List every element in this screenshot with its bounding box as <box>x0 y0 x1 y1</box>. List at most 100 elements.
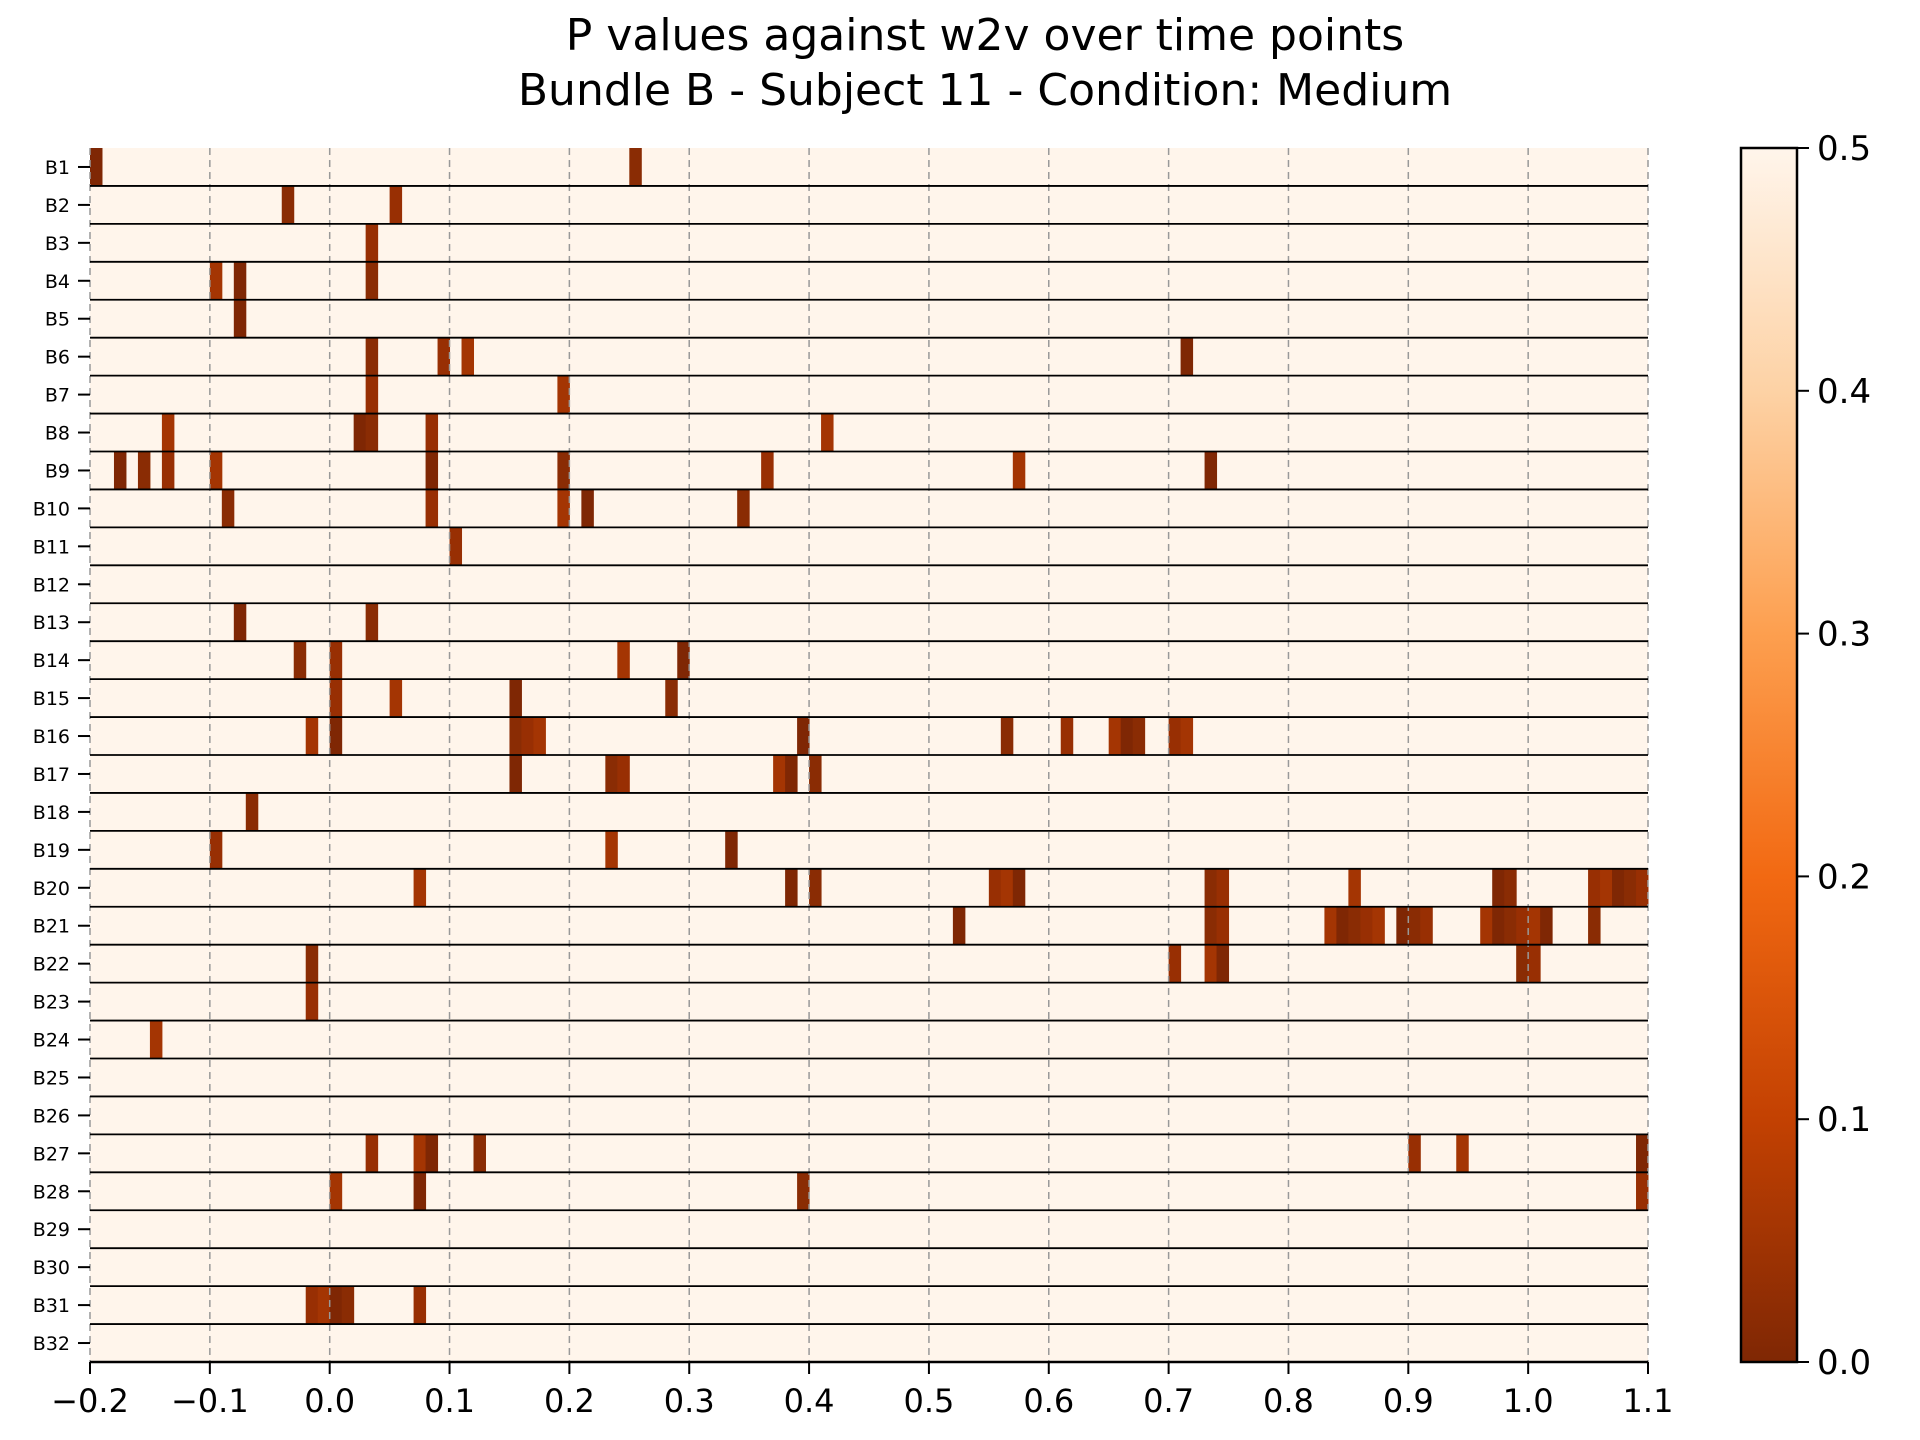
heatmap-cell <box>329 641 343 680</box>
y-tick-label: B22 <box>33 954 70 976</box>
heatmap-cell <box>317 1286 331 1325</box>
heatmap-cell <box>1636 1134 1649 1173</box>
y-tick-label: B2 <box>45 195 70 217</box>
heatmap-cell <box>1360 906 1373 945</box>
x-axis: −0.2 −0.1 0.0 0.1 0.2 0.3 0.4 0.5 0.6 0.7 0.8 0.9 1.… <box>51 1360 1674 1420</box>
y-tick-label: B5 <box>45 309 70 331</box>
heatmap-cell <box>281 185 295 224</box>
heatmap-cell <box>533 717 546 755</box>
heatmap-cell <box>365 603 379 642</box>
y-tick-label: B18 <box>33 802 70 824</box>
heatmap-cell <box>1204 944 1218 983</box>
heatmap-cell <box>365 1134 379 1173</box>
heatmap-cell <box>1492 868 1505 907</box>
heatmap-cell <box>1636 868 1649 907</box>
heatmap-cell <box>1408 1134 1421 1173</box>
y-tick-label: B4 <box>45 271 70 293</box>
heatmap-cell <box>365 413 379 452</box>
heatmap-cell <box>605 830 618 869</box>
heatmap-cell <box>629 148 642 186</box>
heatmap-cell <box>90 148 103 186</box>
heatmap-cell <box>785 868 798 907</box>
heatmap-cell <box>581 489 594 528</box>
colorbar: 0.0 0.1 0.2 0.3 0.4 0.5 <box>1739 129 1871 1383</box>
heatmap-cell <box>1516 944 1529 983</box>
heatmap-cell <box>1348 906 1361 945</box>
heatmap-cell <box>161 413 175 452</box>
heatmap-cell <box>1504 868 1517 907</box>
y-tick-label: B11 <box>33 536 70 558</box>
heatmap-cell <box>1420 906 1433 945</box>
heatmap-cell <box>413 1172 427 1211</box>
y-tick-label: B8 <box>45 423 70 445</box>
x-tick-label: 0.0 <box>304 1382 355 1420</box>
heatmap-cell <box>425 1134 439 1173</box>
heatmap-cell <box>113 451 127 490</box>
y-tick-label: B1 <box>45 157 70 179</box>
heatmap-cell <box>413 868 427 907</box>
heatmap-cell <box>1372 906 1385 945</box>
heatmap-cell <box>233 603 247 642</box>
heatmap-cell <box>209 451 223 490</box>
heatmap-cell <box>1180 717 1194 755</box>
heatmap-cells <box>90 148 1649 1325</box>
heatmap-cell <box>1000 868 1014 907</box>
heatmap-cell <box>1348 868 1361 907</box>
heatmap-cell <box>389 679 403 718</box>
heatmap-cell <box>1492 906 1505 945</box>
y-tick-label: B6 <box>45 347 70 369</box>
y-tick-label: B17 <box>33 764 70 786</box>
x-tick-label: −0.2 <box>51 1382 129 1420</box>
heatmap-cell <box>365 223 379 262</box>
heatmap-cell <box>473 1134 486 1173</box>
heatmap-cell <box>233 261 247 300</box>
y-tick-label: B7 <box>45 385 70 407</box>
heatmap-cell <box>1108 717 1122 755</box>
heatmap-cell <box>425 413 439 452</box>
heatmap-cell <box>221 489 235 528</box>
heatmap-cell <box>617 641 630 680</box>
heatmap-cell <box>1180 337 1194 376</box>
heatmap-cell <box>305 1286 319 1325</box>
heatmap-cell <box>785 755 798 793</box>
heatmap-cell <box>952 906 966 945</box>
heatmap-cell <box>1528 906 1541 945</box>
heatmap-cell <box>761 451 774 490</box>
row-separators <box>90 185 1648 1325</box>
heatmap-cell <box>1540 906 1553 945</box>
y-tick-label: B26 <box>33 1105 70 1127</box>
chart-subtitle: Bundle B - Subject 11 - Condition: Mediu… <box>518 65 1452 116</box>
heatmap-cell <box>809 755 822 793</box>
y-tick-label: B25 <box>33 1067 70 1089</box>
colorbar-tick-label: 0.3 <box>1817 615 1871 655</box>
x-tick-label: 0.4 <box>784 1382 835 1420</box>
heatmap-cell <box>1216 868 1230 907</box>
heatmap-cell <box>1324 906 1337 945</box>
heatmap-cell <box>557 451 570 490</box>
heatmap-cell <box>1480 906 1493 945</box>
colorbar-tick-label: 0.4 <box>1817 372 1871 412</box>
heatmap-cell <box>1624 868 1637 907</box>
heatmap-cell <box>1528 944 1541 983</box>
heatmap-cell <box>305 717 319 755</box>
heatmap-cell <box>365 375 379 414</box>
heatmap-cell <box>509 755 522 793</box>
y-tick-label: B3 <box>45 233 70 255</box>
heatmap-cell <box>365 337 379 376</box>
heatmap-cell <box>209 261 223 300</box>
heatmap-cell <box>1396 906 1409 945</box>
heatmap-cell <box>1204 451 1218 490</box>
heatmap-cell <box>809 868 822 907</box>
heatmap-cell <box>245 792 259 831</box>
heatmap-cell <box>509 717 522 755</box>
x-tick-label: 1.0 <box>1503 1382 1554 1420</box>
y-tick-label: B10 <box>33 498 70 520</box>
colorbar-tick-label: 0.0 <box>1817 1343 1871 1383</box>
y-tick-label: B21 <box>33 916 70 938</box>
heatmap-cell <box>1060 717 1074 755</box>
y-tick-label: B14 <box>33 650 70 672</box>
y-tick-label: B15 <box>33 688 70 710</box>
y-tick-label: B9 <box>45 460 70 482</box>
x-tick-label: 1.1 <box>1623 1382 1674 1420</box>
heatmap-cell <box>1636 1172 1649 1211</box>
